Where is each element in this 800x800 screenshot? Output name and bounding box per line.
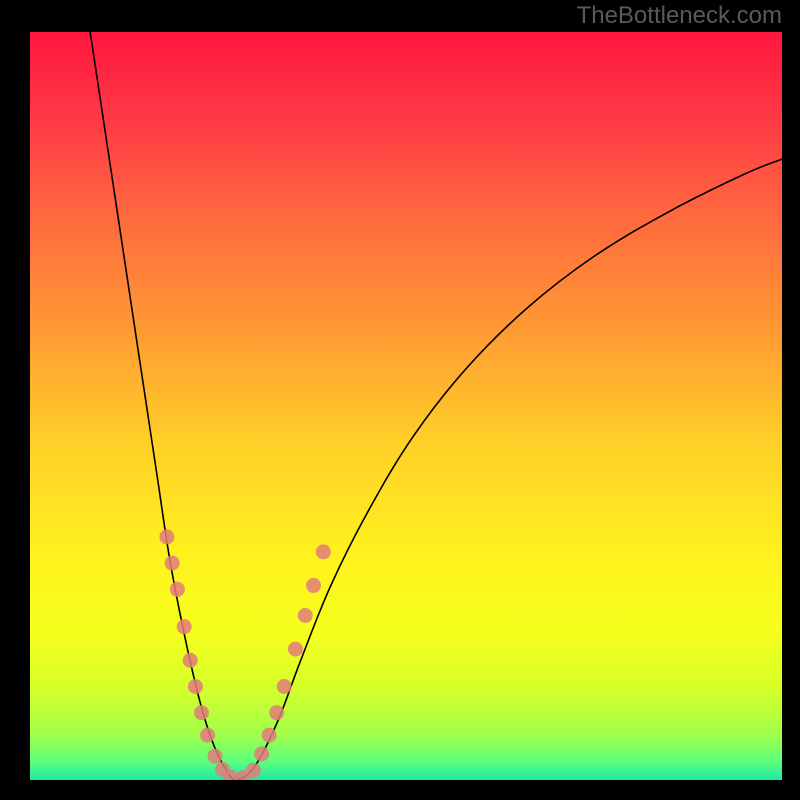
data-point bbox=[269, 705, 284, 720]
data-point bbox=[298, 608, 313, 623]
data-point bbox=[306, 578, 321, 593]
data-point bbox=[183, 653, 198, 668]
data-point bbox=[207, 749, 222, 764]
data-point bbox=[262, 728, 277, 743]
plot-svg bbox=[30, 32, 782, 780]
frame-left bbox=[0, 0, 30, 800]
frame-bottom bbox=[0, 780, 800, 800]
data-point bbox=[165, 556, 180, 571]
plot-area bbox=[30, 32, 782, 780]
data-point bbox=[288, 642, 303, 657]
data-point bbox=[159, 529, 174, 544]
chart-background bbox=[30, 32, 782, 780]
data-point bbox=[170, 582, 185, 597]
data-point bbox=[254, 746, 269, 761]
data-point bbox=[188, 679, 203, 694]
data-point bbox=[277, 679, 292, 694]
data-point bbox=[246, 763, 261, 778]
data-point bbox=[194, 705, 209, 720]
data-point bbox=[177, 619, 192, 634]
data-point bbox=[316, 544, 331, 559]
watermark-text: TheBottleneck.com bbox=[577, 2, 782, 30]
data-point bbox=[200, 728, 215, 743]
frame-right bbox=[782, 0, 800, 800]
